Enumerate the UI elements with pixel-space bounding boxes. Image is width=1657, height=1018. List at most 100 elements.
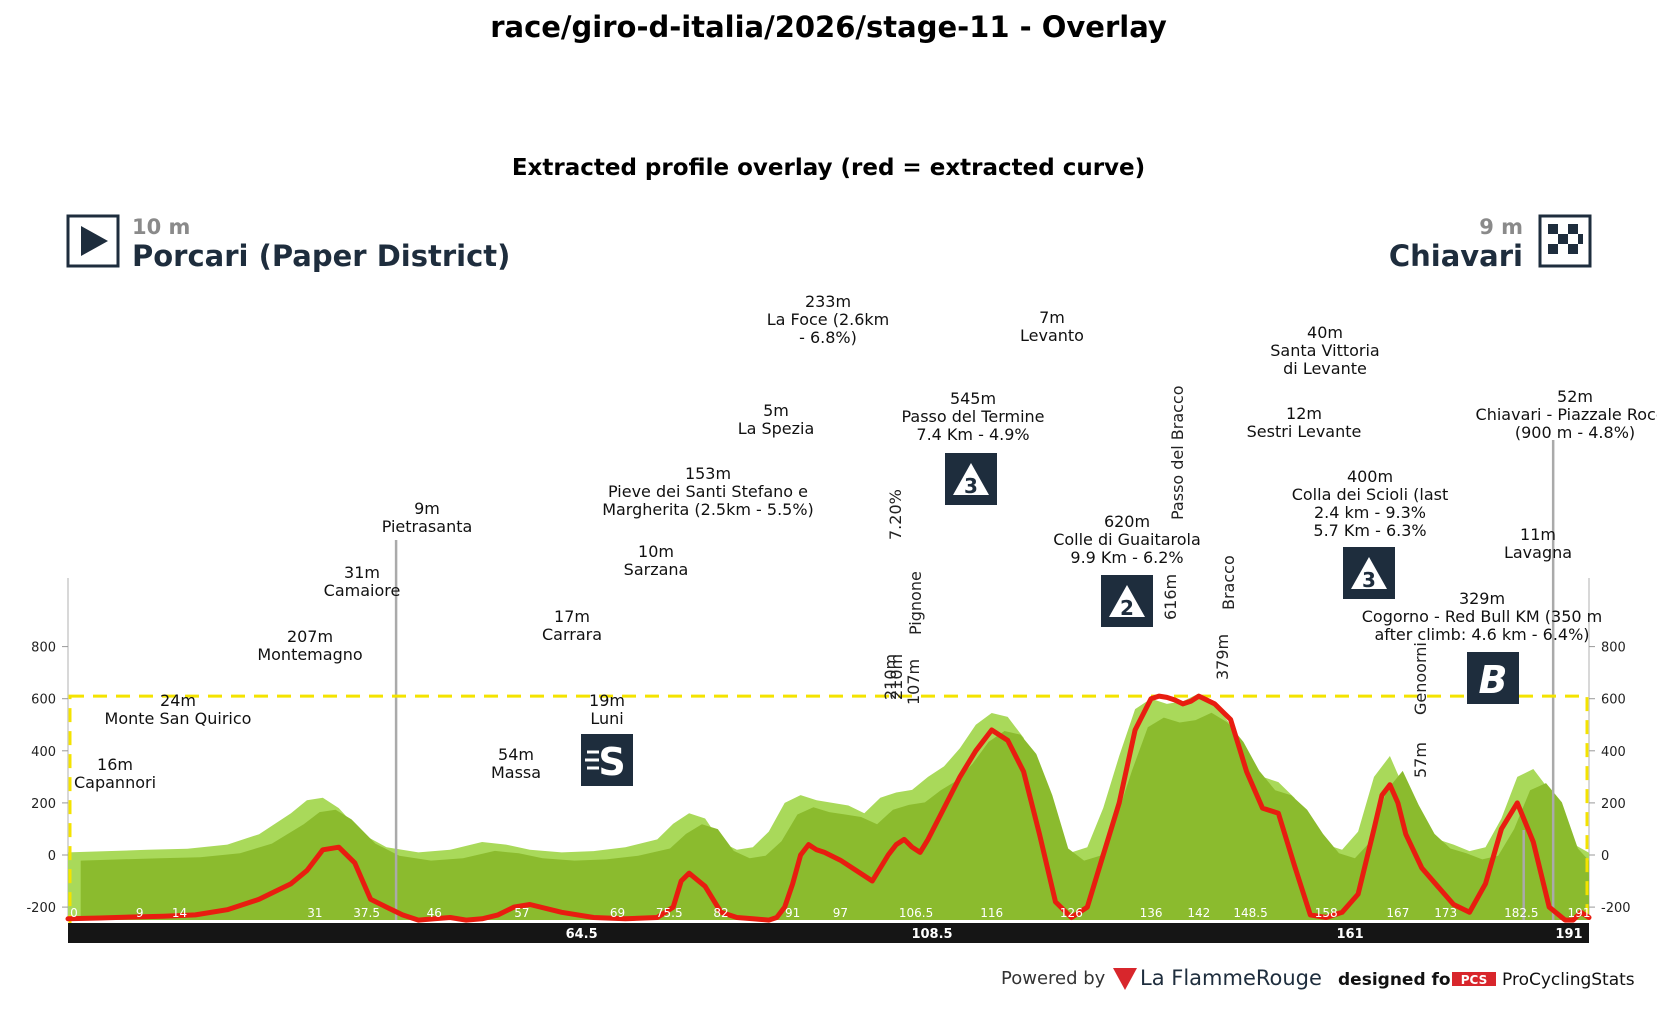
finish-elevation: 9 m: [1479, 215, 1523, 239]
annotation-detail: 7.4 Km - 4.9%: [916, 425, 1029, 444]
annotation-name: Colla dei Scioli (last: [1292, 485, 1449, 504]
annotation-elevation: 233m: [805, 292, 851, 311]
y-tick-label-right: 200: [1601, 797, 1626, 812]
mountain-icon: [1351, 557, 1387, 589]
badge-label: 3: [964, 474, 978, 498]
annotation-elevation: 54m: [498, 745, 534, 764]
start-elevation: 10 m: [132, 215, 190, 239]
y-tick-label-left: 200: [31, 797, 56, 812]
y-tick-label-left: -200: [26, 901, 56, 916]
vertical-label: 7.20%: [886, 489, 905, 540]
vertical-label: Passo del Bracco: [1168, 385, 1187, 520]
annotation-name: Pieve dei Santi Stefano e: [608, 482, 808, 501]
figure-title: race/giro-d-italia/2026/stage-11 - Overl…: [490, 10, 1167, 44]
distance-bar-label: 64.5: [566, 927, 598, 942]
y-tick-label-right: 600: [1601, 693, 1626, 708]
vertical-label: Bracco: [1219, 555, 1238, 610]
distance-bar: 64.5 108.5 161 191: [68, 923, 1589, 943]
vertical-label: 210m: [887, 654, 906, 700]
mountain-icon: [1109, 585, 1145, 617]
x-tick-label: 173: [1434, 906, 1457, 920]
pcs-name: ProCyclingStats: [1502, 970, 1635, 990]
y-tick-label-left: 400: [31, 745, 56, 760]
y-tick-label-right: 400: [1601, 745, 1626, 760]
annotation-name: Carrara: [542, 625, 602, 644]
flamme-rouge-logo: [1113, 968, 1137, 990]
annotation-detail: 9.9 Km - 6.2%: [1070, 548, 1183, 567]
distance-bar-label: 191: [1555, 927, 1582, 942]
annotation-elevation: 12m: [1286, 404, 1322, 423]
annotation-name: Levanto: [1020, 326, 1084, 345]
annotation-name: Colle di Guaitarola: [1053, 530, 1201, 549]
x-tick-label: 82: [713, 906, 728, 920]
badge-label: B: [1479, 658, 1508, 702]
x-tick-label: 57: [514, 906, 529, 920]
x-tick-label: 167: [1386, 906, 1409, 920]
x-tick-label: 106.5: [899, 906, 933, 920]
y-tick-label-right: -200: [1601, 901, 1631, 916]
y-tick-label-left: 600: [31, 693, 56, 708]
x-tick-label: 9: [136, 906, 144, 920]
annotation-elevation: 10m: [638, 542, 674, 561]
annotation-elevation: 620m: [1104, 512, 1150, 531]
annotation-name: Pietrasanta: [382, 517, 473, 536]
x-tick-label: 97: [833, 906, 848, 920]
x-tick-label: 69: [610, 906, 625, 920]
finish-town: Chiavari: [1389, 239, 1523, 273]
start-icon: [66, 214, 120, 268]
annotation-elevation: 19m: [589, 691, 625, 710]
y-tick-label-right: 800: [1601, 641, 1626, 656]
annotation-elevation: 11m: [1520, 525, 1556, 544]
annotation-detail: - 6.8%): [799, 328, 857, 347]
annotation-name: Massa: [491, 763, 541, 782]
annotation-elevation: 17m: [554, 607, 590, 626]
annotation-name: Camaiore: [324, 581, 401, 600]
annotation-name: Sestri Levante: [1247, 422, 1362, 441]
x-tick-label: 136: [1140, 906, 1163, 920]
vertical-label: 210m: [881, 654, 900, 700]
extracted-curve: [65, 693, 1592, 923]
annotation-name: Chiavari - Piazzale Rocca: [1476, 405, 1657, 424]
annotation-name: Passo del Termine: [901, 407, 1044, 426]
annotation-name: Montemagno: [257, 645, 362, 664]
vertical-label: 616m: [1161, 574, 1180, 620]
x-tick-label: 116: [980, 906, 1003, 920]
x-tick-label: 75.5: [656, 906, 683, 920]
x-tick-label: 191: [1568, 906, 1591, 920]
annotation-name: Monte San Quirico: [105, 709, 252, 728]
x-tick-label: 14: [172, 906, 187, 920]
x-tick-label: 37.5: [353, 906, 380, 920]
annotation-name: Sarzana: [624, 560, 689, 579]
climb-badges: S 3 2 3 B: [581, 453, 1519, 786]
y-axis-ticks: -200 -200 0 0 200 200 400 400 600 600 800 800: [26, 641, 1630, 917]
annotation-elevation: 9m: [414, 499, 440, 518]
x-tick-label: 0: [70, 906, 78, 920]
badge-label: 2: [1120, 596, 1134, 620]
annotation-name: Lavagna: [1504, 543, 1572, 562]
badge-box: [1467, 652, 1519, 704]
waypoint-lines: [394, 440, 1555, 920]
annotation-elevation: 545m: [950, 389, 996, 408]
vertical-label: Genoorni: [1411, 642, 1430, 715]
annotation-detail: after climb: 4.6 km - 6.4%): [1374, 625, 1589, 644]
x-tick-label: 142: [1187, 906, 1210, 920]
badge-label: S: [598, 740, 625, 784]
annotation-name: Cogorno - Red Bull KM (350 m: [1362, 607, 1603, 626]
profile-area-dark: [80, 712, 1590, 920]
annotation-name: La Foce (2.6km: [767, 310, 890, 329]
annotation-detail: (900 m - 4.8%): [1515, 423, 1635, 442]
distance-bar-label: 161: [1337, 927, 1364, 942]
x-tick-label: 158: [1315, 906, 1338, 920]
mountain-icon: [953, 463, 989, 495]
vertical-label: 57m: [1411, 742, 1430, 778]
annotation-elevation: 52m: [1557, 387, 1593, 406]
distance-bar-label: 108.5: [911, 927, 952, 942]
annotation-elevation: 24m: [160, 691, 196, 710]
flamme-rouge-brand: La FlammeRouge: [1140, 966, 1322, 990]
x-tick-label: 31: [307, 906, 322, 920]
annotation-elevation: 16m: [97, 755, 133, 774]
x-axis-ticks: 0 9 14 31 37.5 46 57 69 75.5 82 91 97 106.5 116 126 136…: [70, 906, 1590, 920]
figure-subtitle: Extracted profile overlay (red = extract…: [511, 155, 1146, 181]
vertical-label: 379m: [1213, 634, 1232, 680]
